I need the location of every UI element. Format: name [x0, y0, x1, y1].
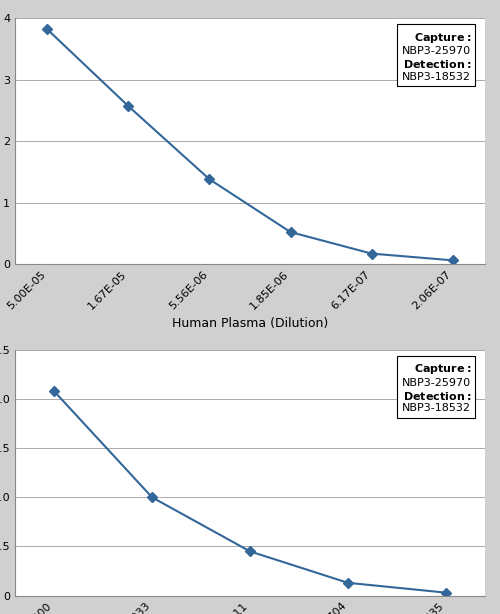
X-axis label: Human Plasma (Dilution): Human Plasma (Dilution) — [172, 317, 328, 330]
Text: $\bf{Capture:}$
NBP3-25970
$\bf{Detection:}$
NBP3-18532: $\bf{Capture:}$ NBP3-25970 $\bf{Detectio… — [402, 362, 471, 413]
Text: $\bf{Capture:}$
NBP3-25970
$\bf{Detection:}$
NBP3-18532: $\bf{Capture:}$ NBP3-25970 $\bf{Detectio… — [402, 31, 471, 82]
